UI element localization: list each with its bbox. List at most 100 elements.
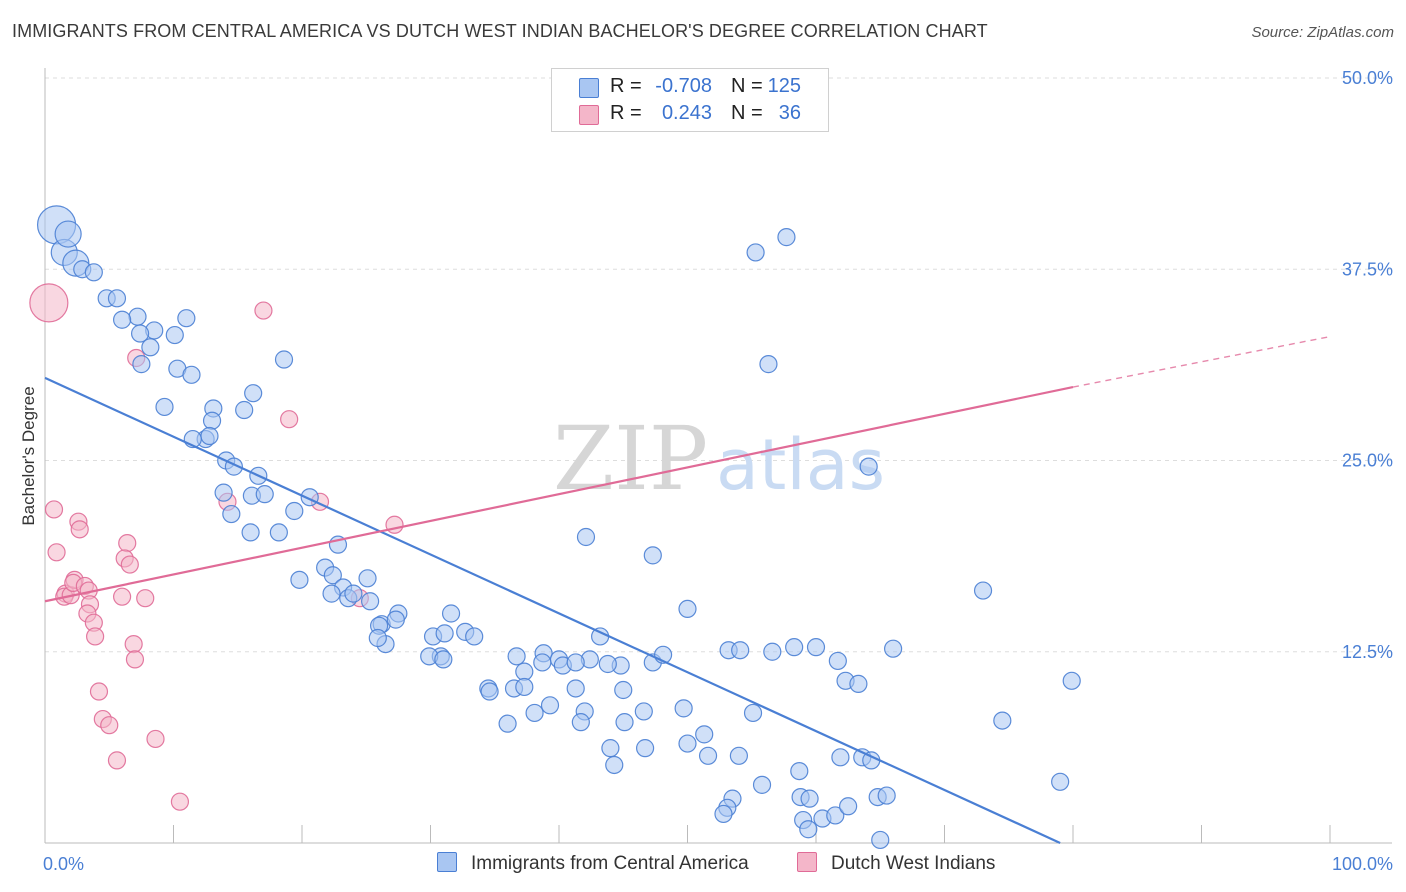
- legend-r-label: R =: [610, 75, 642, 97]
- data-point-central-america: [269, 523, 288, 542]
- data-point-central-america: [635, 739, 655, 758]
- bottom-legend-label-pink: Dutch West Indians: [831, 853, 996, 874]
- data-point-dutch-west-indians: [120, 555, 139, 574]
- data-point-dutch-west-indians: [125, 650, 145, 669]
- data-point-central-america: [214, 483, 233, 502]
- data-point-central-america: [973, 581, 993, 600]
- data-point-central-america: [361, 592, 380, 611]
- chart-title: IMMIGRANTS FROM CENTRAL AMERICA VS DUTCH…: [12, 21, 988, 41]
- data-point-central-america: [285, 501, 304, 521]
- x-tick-labels: 0.0% 100.0%: [43, 854, 1393, 874]
- data-point-central-america: [566, 653, 585, 672]
- y-tick-label: 12.5%: [1342, 642, 1393, 662]
- data-point-central-america: [130, 324, 150, 343]
- legend-r-value: 0.243: [661, 102, 712, 124]
- trend-line-central-america: [44, 376, 1061, 845]
- legend-r-label: R =: [610, 102, 642, 124]
- data-point-central-america: [643, 546, 662, 565]
- data-point-dutch-west-indians: [136, 589, 155, 608]
- data-point-central-america: [515, 662, 534, 681]
- data-point-central-america: [993, 711, 1012, 730]
- data-point-central-america: [785, 638, 804, 657]
- data-point-central-america: [235, 400, 254, 420]
- data-point-central-america: [441, 604, 461, 623]
- data-point-dutch-west-indians: [254, 301, 273, 320]
- watermark: ZIP atlas: [553, 407, 885, 510]
- legend-n-label: N =: [731, 102, 763, 124]
- bottom-legend-label-blue: Immigrants from Central America: [471, 853, 749, 874]
- data-point-central-america: [678, 734, 697, 753]
- data-point-central-america: [323, 566, 342, 585]
- data-point-central-america: [576, 527, 596, 547]
- data-point-central-america: [763, 642, 782, 661]
- data-point-central-america: [790, 761, 809, 781]
- legend-row-pink: R = 0.243 N = 36: [552, 101, 828, 127]
- data-point-dutch-west-indians: [44, 500, 64, 519]
- data-point-central-america: [107, 289, 127, 308]
- data-point-central-america: [877, 786, 896, 805]
- grid-lines: [45, 77, 1392, 653]
- x-tick-label: 0.0%: [43, 854, 84, 874]
- data-point-central-america: [759, 355, 778, 374]
- legend-row-blue: R = -0.708 N = 125: [552, 74, 828, 100]
- data-point-central-america: [182, 365, 201, 384]
- data-point-central-america: [674, 699, 693, 718]
- data-point-central-america: [799, 820, 818, 839]
- bottom-legend-blue: Immigrants from Central America: [437, 852, 749, 875]
- data-point-dutch-west-indians: [29, 283, 69, 323]
- data-point-central-america: [525, 703, 544, 723]
- trend-line-dutch-west-indians-extension: [1072, 335, 1331, 388]
- data-point-central-america: [566, 679, 585, 698]
- source-label: Source: ZipAtlas.com: [1251, 24, 1394, 41]
- watermark-zip: ZIP: [553, 407, 708, 510]
- data-point-central-america: [322, 584, 341, 603]
- data-point-central-america: [202, 411, 222, 430]
- data-point-central-america: [290, 570, 309, 589]
- data-point-central-america: [533, 653, 552, 672]
- data-point-dutch-west-indians: [86, 627, 105, 646]
- data-point-dutch-west-indians: [112, 587, 132, 606]
- data-point-central-america: [465, 627, 484, 646]
- data-point-central-america: [731, 641, 750, 660]
- y-tick-label: 50.0%: [1342, 68, 1393, 88]
- bottom-legend-pink: Dutch West Indians: [797, 852, 995, 875]
- data-point-central-america: [1051, 772, 1070, 791]
- data-point-dutch-west-indians: [70, 520, 89, 539]
- data-point-central-america: [435, 624, 454, 643]
- data-point-central-america: [515, 677, 534, 697]
- data-point-central-america: [849, 674, 868, 693]
- data-point-central-america: [434, 650, 453, 669]
- x-tick-label: 100.0%: [1332, 854, 1393, 874]
- data-point-central-america: [54, 220, 82, 248]
- data-point-central-america: [752, 775, 772, 794]
- data-point-central-america: [729, 746, 749, 765]
- data-point-central-america: [698, 746, 718, 765]
- data-point-central-america: [141, 338, 160, 357]
- legend-r-value: -0.708: [655, 75, 712, 97]
- y-axis-label: Bachelor's Degree: [19, 386, 38, 525]
- axes: [44, 68, 1392, 844]
- y-tick-labels: 12.5% 25.0% 37.5% 50.0%: [1342, 68, 1393, 662]
- data-point-central-america: [155, 397, 174, 417]
- data-point-central-america: [743, 703, 763, 723]
- data-point-central-america: [84, 263, 103, 282]
- data-point-central-america: [634, 702, 653, 721]
- data-point-central-america: [871, 830, 890, 850]
- data-point-central-america: [1062, 671, 1081, 690]
- data-point-central-america: [601, 739, 620, 758]
- trend-lines: [44, 335, 1331, 845]
- legend-n-value: 125: [767, 75, 801, 97]
- y-tick-label: 37.5%: [1342, 259, 1393, 279]
- data-point-central-america: [241, 523, 260, 542]
- data-point-central-america: [165, 325, 184, 345]
- data-point-central-america: [839, 797, 858, 816]
- y-tick-label: 25.0%: [1342, 451, 1393, 471]
- data-point-dutch-west-indians: [100, 716, 119, 735]
- data-point-dutch-west-indians: [124, 634, 143, 654]
- data-point-central-america: [826, 806, 845, 825]
- bottom-legend-swatch-pink: [797, 852, 817, 872]
- data-point-central-america: [806, 638, 826, 657]
- watermark-atlas: atlas: [716, 424, 885, 506]
- data-point-central-america: [177, 309, 196, 328]
- data-point-central-america: [605, 755, 624, 775]
